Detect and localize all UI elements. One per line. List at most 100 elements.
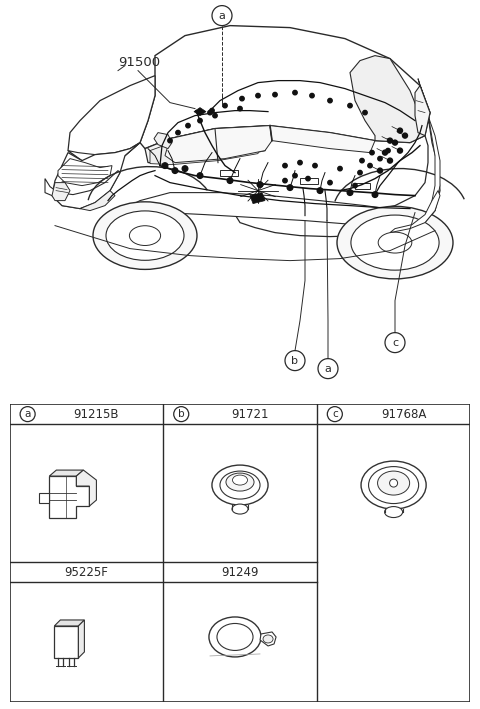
Circle shape (317, 188, 323, 194)
Circle shape (386, 148, 390, 153)
Ellipse shape (106, 211, 184, 260)
Circle shape (186, 123, 190, 128)
Text: b: b (291, 356, 299, 366)
Polygon shape (76, 470, 96, 506)
Circle shape (397, 128, 403, 133)
Ellipse shape (263, 635, 273, 643)
Ellipse shape (351, 215, 439, 270)
Polygon shape (78, 620, 84, 658)
Text: c: c (332, 409, 338, 419)
Polygon shape (49, 470, 84, 476)
Circle shape (223, 104, 227, 108)
Polygon shape (68, 143, 140, 162)
Polygon shape (45, 171, 120, 208)
Circle shape (213, 113, 217, 118)
Circle shape (208, 111, 212, 115)
Ellipse shape (361, 461, 426, 509)
Polygon shape (220, 169, 238, 176)
Circle shape (283, 179, 287, 183)
Circle shape (387, 158, 393, 163)
Circle shape (403, 133, 408, 138)
Polygon shape (418, 79, 440, 223)
Circle shape (298, 160, 302, 164)
Polygon shape (270, 125, 375, 152)
Ellipse shape (226, 473, 254, 491)
Ellipse shape (217, 623, 253, 650)
Polygon shape (52, 143, 140, 208)
Polygon shape (300, 178, 318, 184)
Polygon shape (68, 76, 155, 162)
Circle shape (310, 94, 314, 98)
Polygon shape (235, 86, 440, 237)
Polygon shape (54, 620, 84, 626)
Ellipse shape (209, 617, 261, 657)
Circle shape (306, 177, 310, 181)
Circle shape (293, 174, 297, 178)
Circle shape (240, 96, 244, 101)
Circle shape (353, 184, 357, 188)
Circle shape (358, 170, 362, 175)
Circle shape (227, 178, 233, 184)
Circle shape (328, 99, 332, 103)
Circle shape (348, 104, 352, 108)
Ellipse shape (378, 471, 409, 495)
Circle shape (257, 182, 263, 187)
Polygon shape (39, 493, 49, 503)
Polygon shape (145, 125, 270, 162)
Polygon shape (140, 26, 430, 149)
Circle shape (347, 190, 353, 196)
Text: 91721: 91721 (231, 408, 269, 420)
Ellipse shape (337, 206, 453, 279)
Polygon shape (49, 476, 89, 518)
Polygon shape (260, 632, 276, 646)
Circle shape (197, 173, 203, 179)
Circle shape (293, 91, 297, 95)
Circle shape (256, 94, 260, 98)
Polygon shape (165, 125, 272, 162)
Circle shape (328, 180, 332, 185)
Circle shape (368, 163, 372, 168)
Polygon shape (250, 193, 265, 203)
Circle shape (210, 108, 214, 113)
Ellipse shape (378, 232, 412, 253)
Polygon shape (130, 193, 440, 230)
Text: a: a (218, 11, 226, 21)
Polygon shape (58, 159, 112, 186)
Text: 91215B: 91215B (73, 408, 119, 420)
Text: a: a (24, 409, 31, 419)
Polygon shape (154, 133, 172, 149)
Circle shape (168, 138, 172, 143)
Ellipse shape (130, 225, 161, 245)
Circle shape (393, 140, 397, 145)
Circle shape (370, 150, 374, 155)
Text: b: b (178, 409, 184, 419)
Circle shape (313, 163, 317, 168)
Circle shape (372, 192, 378, 197)
Text: a: a (324, 364, 331, 374)
Ellipse shape (232, 475, 248, 485)
Circle shape (378, 157, 382, 161)
Circle shape (390, 479, 397, 487)
Circle shape (176, 130, 180, 135)
Circle shape (172, 168, 178, 174)
Circle shape (397, 148, 403, 153)
Polygon shape (355, 183, 370, 189)
Polygon shape (415, 86, 430, 135)
Text: 95225F: 95225F (64, 566, 108, 579)
Circle shape (363, 111, 367, 115)
Circle shape (383, 150, 387, 155)
Ellipse shape (232, 504, 248, 514)
Ellipse shape (93, 202, 197, 269)
Circle shape (338, 167, 342, 171)
Text: 91500: 91500 (118, 56, 160, 69)
Text: 91249: 91249 (221, 566, 259, 579)
Circle shape (273, 92, 277, 97)
Polygon shape (194, 108, 206, 116)
Ellipse shape (220, 471, 260, 499)
Circle shape (287, 185, 293, 191)
Circle shape (360, 158, 364, 163)
Text: 91768A: 91768A (381, 408, 426, 420)
Ellipse shape (369, 467, 419, 503)
Polygon shape (80, 191, 115, 211)
Polygon shape (150, 133, 262, 164)
